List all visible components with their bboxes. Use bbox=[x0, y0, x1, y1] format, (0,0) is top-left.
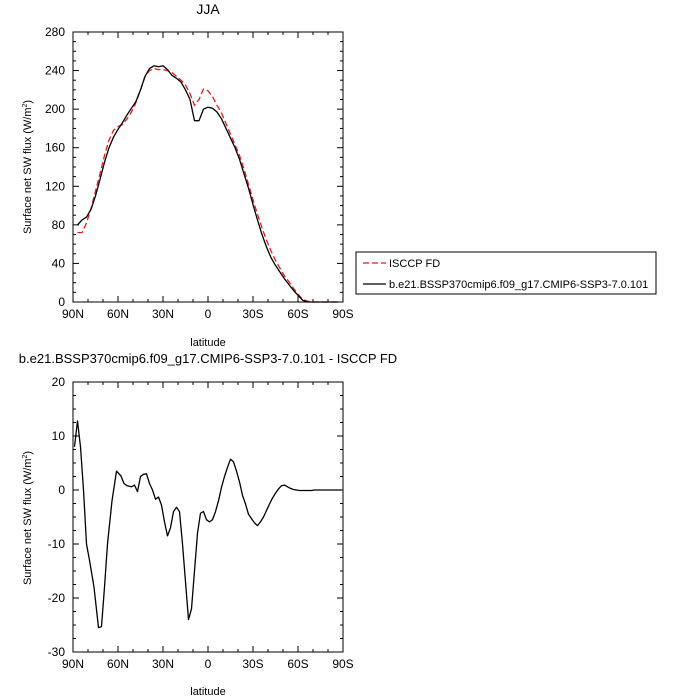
bottom-y-axis-label: Surface net SW flux (W/m2) bbox=[22, 451, 34, 585]
top-x-tick-label: 0 bbox=[205, 307, 212, 321]
top-y-tick-label: 280 bbox=[45, 25, 65, 39]
bottom-y-tick-label: 10 bbox=[52, 429, 66, 443]
bottom-x-tick-label: 90S bbox=[332, 657, 353, 671]
bottom-x-axis-label: latitude bbox=[190, 686, 225, 698]
bottom-y-tick-label: -30 bbox=[48, 645, 66, 659]
top-y-tick-label: 160 bbox=[45, 141, 65, 155]
top-axes: 90N 60N 30N 0 30S 60S 90S 0 40 80 120 160 200 240 280 bbox=[45, 25, 354, 321]
top-x-tick-label: 60N bbox=[107, 307, 129, 321]
top-y-tick-label: 200 bbox=[45, 102, 65, 116]
legend: ISCCP FD b.e21.BSSP370cmip6.f09_g17.CMIP… bbox=[355, 251, 657, 295]
legend-model-label: b.e21.BSSP370cmip6.f09_g17.CMIP6-SSP3-7.… bbox=[389, 279, 648, 291]
top-x-tick-label: 90N bbox=[62, 307, 84, 321]
top-series-group bbox=[77, 65, 339, 303]
top-series-line-1 bbox=[77, 65, 339, 303]
top-panel: JJA latitude Surface net SW flux (W/m2) … bbox=[22, 1, 354, 349]
legend-isccp-label: ISCCP FD bbox=[389, 258, 440, 270]
top-y-tick-label: 120 bbox=[45, 179, 65, 193]
bottom-x-tick-label: 60N bbox=[107, 657, 129, 671]
bottom-x-tick-label: 60S bbox=[287, 657, 308, 671]
bottom-series-group bbox=[73, 420, 342, 629]
bottom-x-tick-label: 30N bbox=[152, 657, 174, 671]
bottom-chart-title: b.e21.BSSP370cmip6.f09_g17.CMIP6-SSP3-7.… bbox=[19, 351, 397, 366]
bottom-series-line-0 bbox=[73, 420, 342, 629]
top-y-tick-label: 40 bbox=[52, 256, 66, 270]
bottom-y-tick-label: -10 bbox=[48, 537, 66, 551]
top-x-tick-label: 30N bbox=[152, 307, 174, 321]
bottom-x-tick-label: 0 bbox=[205, 657, 212, 671]
top-y-tick-label: 240 bbox=[45, 64, 65, 78]
bottom-panel: b.e21.BSSP370cmip6.f09_g17.CMIP6-SSP3-7.… bbox=[19, 351, 397, 698]
bottom-x-tick-label: 90N bbox=[62, 657, 84, 671]
top-x-axis-label: latitude bbox=[190, 337, 225, 349]
bottom-y-tick-label: 20 bbox=[52, 375, 66, 389]
bottom-plot-frame bbox=[72, 381, 344, 653]
top-plot-frame bbox=[72, 31, 344, 303]
bottom-x-tick-label: 30S bbox=[242, 657, 263, 671]
top-y-tick-label: 80 bbox=[52, 218, 66, 232]
legend-box bbox=[355, 251, 657, 295]
top-series-line-0 bbox=[77, 67, 339, 303]
bottom-y-tick-label: -20 bbox=[48, 591, 66, 605]
top-x-tick-label: 90S bbox=[332, 307, 353, 321]
top-x-tick-label: 30S bbox=[242, 307, 263, 321]
top-chart-title: JJA bbox=[196, 1, 220, 17]
bottom-y-tick-label: 0 bbox=[58, 483, 65, 497]
top-y-tick-label: 0 bbox=[58, 295, 65, 309]
top-y-axis-label: Surface net SW flux (W/m2) bbox=[22, 100, 34, 234]
top-x-tick-label: 60S bbox=[287, 307, 308, 321]
bottom-axes: 90N 60N 30N 0 30S 60S 90S -30 -20 -10 0 10 20 bbox=[48, 375, 354, 671]
